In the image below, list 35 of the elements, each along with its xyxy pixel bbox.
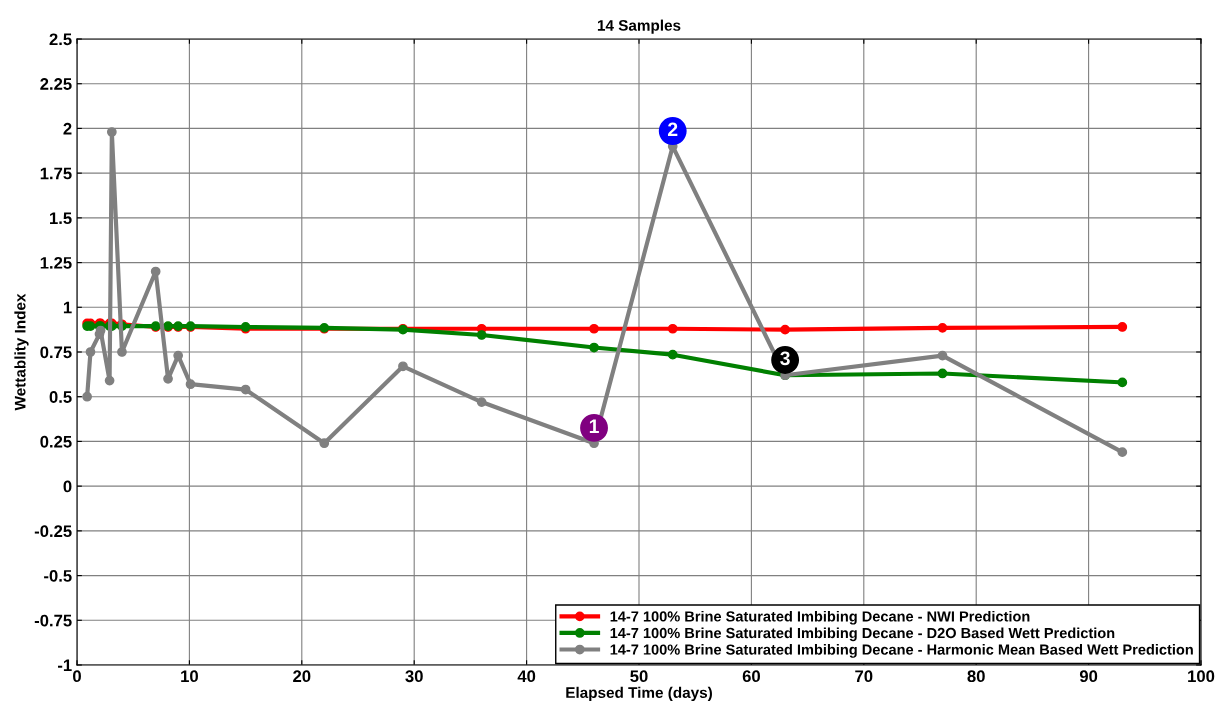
legend-label: 14-7 100% Brine Saturated Imbibing Decane - D2O Based Wett Prediction (610, 627, 1115, 642)
annotation: 3 (780, 351, 790, 366)
y-tick-label: 0 (63, 480, 72, 493)
y-tick-label: 1.25 (40, 256, 72, 269)
y-tick-label: 0.75 (40, 346, 72, 359)
y-tick-label: 1 (63, 301, 72, 314)
y-tick-label: 2.5 (49, 33, 72, 46)
x-axis-title: Elapsed Time (days) (566, 686, 712, 702)
x-tick-label: 90 (1079, 670, 1098, 683)
y-tick-label: 1.75 (40, 167, 72, 180)
x-tick-label: 80 (967, 670, 985, 683)
legend-label: 14-7 100% Brine Saturated Imbibing Decane - Harmonic Mean Based Wett Prediction (610, 644, 1193, 658)
annotation: 1 (589, 419, 599, 433)
x-tick-label: 60 (742, 670, 760, 683)
x-tick-label: 100 (1188, 670, 1215, 683)
x-tick-label: 50 (630, 670, 648, 683)
x-tick-label: 10 (181, 670, 198, 683)
y-tick-label: 0.25 (40, 435, 72, 448)
y-tick-label: 0.5 (49, 391, 72, 403)
legend-label: 14-7 100% Brine Saturated Imbibing Decane - NWI Prediction (610, 610, 1030, 625)
x-tick-label: 0 (73, 670, 81, 683)
x-tick-label: 30 (405, 670, 423, 683)
y-tick-label: 1.5 (50, 212, 72, 225)
y-axis-title: Wettablity Index (14, 293, 29, 411)
y-tick-label: -0.25 (34, 525, 72, 538)
annotation: 2 (667, 122, 678, 137)
y-tick-label: -1 (57, 659, 72, 672)
y-tick-label: -0.5 (44, 569, 72, 582)
x-tick-label: 20 (293, 670, 311, 683)
x-tick-label: 70 (855, 670, 873, 683)
y-tick-label: 2 (63, 122, 72, 135)
chart-title: 14 Samples (597, 19, 681, 34)
x-tick-label: 40 (517, 670, 536, 683)
y-tick-label: -0.75 (34, 614, 72, 627)
y-tick-label: 2.25 (40, 78, 72, 90)
